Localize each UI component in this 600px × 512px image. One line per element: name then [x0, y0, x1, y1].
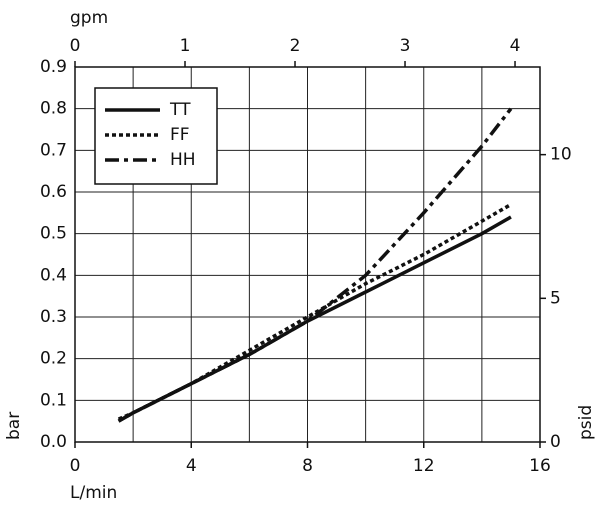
x2-tick-label: 1 [180, 36, 191, 56]
x2-tick-label: 3 [400, 36, 411, 56]
y2-tick-label: 0 [550, 432, 561, 452]
y2-tick-label: 5 [550, 288, 561, 308]
y-tick-label: 0.8 [40, 99, 67, 119]
x-tick-label: 16 [529, 456, 551, 476]
y-tick-label: 0.1 [40, 390, 67, 410]
y-tick-label: 0.2 [40, 349, 67, 369]
series-line [117, 202, 512, 421]
y2-axis-label: psid [576, 405, 596, 440]
x-tick-label: 4 [186, 456, 197, 476]
x2-tick-label: 4 [510, 36, 521, 56]
y-tick-label: 0.6 [40, 182, 67, 202]
x-tick-label: 0 [70, 456, 81, 476]
y-tick-label: 0.7 [40, 140, 67, 160]
x-tick-label: 12 [413, 456, 435, 476]
x-tick-label: 8 [302, 456, 313, 476]
y-tick-label: 0.3 [40, 307, 67, 327]
x2-tick-label: 2 [290, 36, 301, 56]
y-axis-label: bar [4, 412, 24, 440]
y2-tick-label: 10 [550, 145, 572, 165]
legend-label: FF [170, 125, 190, 145]
legend-label: HH [170, 150, 196, 170]
x2-axis-label: gpm [70, 8, 108, 28]
x2-tick-label: 0 [70, 36, 81, 56]
y-tick-label: 0.9 [40, 57, 67, 77]
legend-label: TT [169, 100, 191, 120]
series-line [117, 107, 513, 423]
y-tick-label: 0.4 [40, 265, 67, 285]
y-tick-label: 0.5 [40, 224, 67, 244]
y-tick-label: 0.0 [40, 432, 67, 452]
x-axis-label: L/min [70, 483, 117, 503]
plot-frame [74, 66, 541, 443]
